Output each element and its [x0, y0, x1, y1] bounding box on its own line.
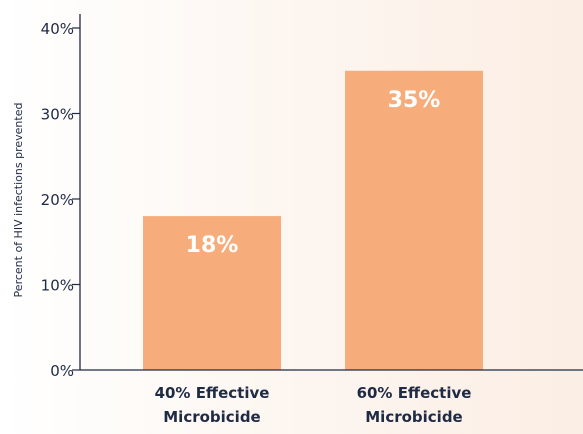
y-axis-title: Percent of HIV infections prevented: [12, 103, 25, 298]
bar: [143, 216, 281, 370]
x-category-label: 60% Effective: [357, 384, 472, 402]
bar-value-label: 35%: [388, 88, 441, 113]
y-axis-ticks: 0% 10% 20% 30% 40%: [41, 20, 80, 380]
y-tick-label: 40%: [41, 20, 74, 38]
x-axis-labels: 40% Effective Microbicide 60% Effective Mic…: [155, 384, 472, 426]
bar-value-label: 18%: [186, 233, 239, 258]
y-tick-label: 20%: [41, 191, 74, 209]
y-tick-label: 0%: [50, 362, 74, 380]
bars: [143, 70, 483, 370]
y-tick-label: 10%: [41, 277, 74, 295]
bar: [345, 70, 483, 370]
bar-value-labels: 18% 35%: [186, 88, 441, 258]
x-category-label: 40% Effective: [155, 384, 270, 402]
y-tick-label: 30%: [41, 106, 74, 124]
x-category-label: Microbicide: [365, 408, 463, 426]
x-category-label: Microbicide: [163, 408, 261, 426]
